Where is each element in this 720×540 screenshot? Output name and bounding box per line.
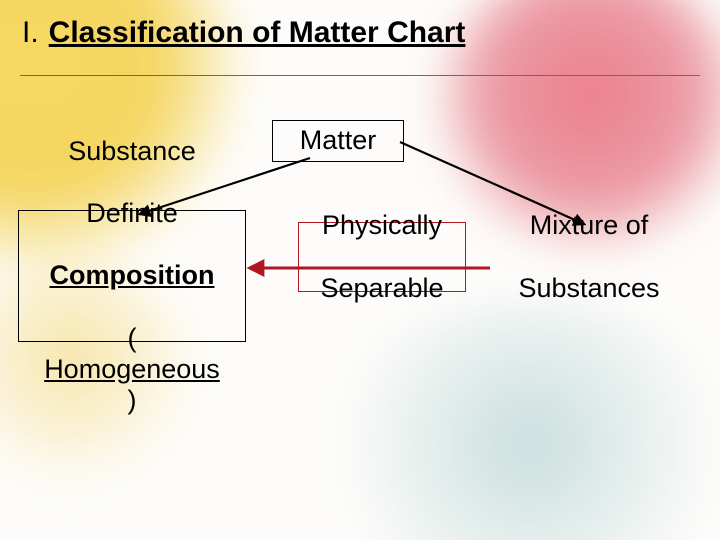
node-substance-line3: Composition (50, 260, 215, 291)
node-substance-line1: Substance (68, 136, 196, 167)
heading-text: Classification of Matter Chart (49, 16, 466, 49)
node-physically-line2: Separable (320, 273, 443, 304)
node-mixture: Mixture of Substances (490, 222, 688, 292)
bg-blob-teal (320, 300, 720, 540)
node-mixture-line2: Substances (518, 273, 659, 304)
title-underline-rule (20, 75, 700, 76)
node-substance-line4-pre: ( (128, 323, 137, 354)
node-matter: Matter (272, 120, 404, 162)
node-substance-line4: Homogeneous (44, 354, 220, 385)
node-physically-separable: Physically Separable (298, 222, 466, 292)
node-physically-line1: Physically (322, 210, 442, 241)
page-title: I. Classification of Matter Chart (22, 16, 465, 50)
node-substance: Substance Definite Composition (Homogene… (18, 210, 246, 342)
heading-roman: I. (22, 16, 39, 49)
node-substance-line4-post: ) (128, 385, 137, 416)
node-matter-label: Matter (300, 125, 377, 156)
node-substance-line2: Definite (86, 198, 178, 229)
slide-stage: I.Classification of Matter Chart Matter … (0, 0, 720, 540)
node-mixture-line1: Mixture of (530, 210, 649, 241)
